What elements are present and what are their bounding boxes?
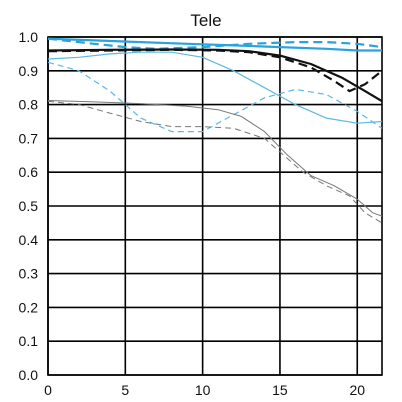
x-tick-label: 20 xyxy=(349,382,365,398)
grid xyxy=(47,36,383,376)
x-tick-label: 10 xyxy=(195,382,211,398)
series-line-6 xyxy=(47,61,383,133)
series-line-2 xyxy=(47,37,383,50)
y-tick-label: 0.8 xyxy=(19,97,39,113)
x-tick-label: 15 xyxy=(272,382,288,398)
x-tick-label: 0 xyxy=(44,382,52,398)
x-tick-labels: 0 5 10 15 20 xyxy=(44,382,365,398)
series-line-7 xyxy=(47,100,383,217)
y-tick-label: 0.4 xyxy=(19,232,39,248)
series-group xyxy=(47,37,383,224)
y-tick-label: 0.3 xyxy=(19,266,39,282)
series-line-8 xyxy=(47,100,383,224)
y-tick-label: 0.2 xyxy=(19,299,39,315)
y-tick-label: 0.5 xyxy=(19,198,39,214)
y-tick-label: 1.0 xyxy=(19,29,39,45)
y-tick-label: 0.6 xyxy=(19,164,39,180)
x-tick-label: 5 xyxy=(121,382,129,398)
y-tick-label: 0.9 xyxy=(19,63,39,79)
y-tick-label: 0.1 xyxy=(19,333,39,349)
plot-frame xyxy=(47,36,383,376)
y-tick-label: 0.7 xyxy=(19,130,39,146)
y-tick-label: 0.0 xyxy=(19,367,39,383)
chart-title: Tele xyxy=(190,11,221,30)
y-tick-labels: 0.0 0.1 0.2 0.3 0.4 0.5 0.6 0.7 0.8 0.9 1.0 xyxy=(19,29,39,383)
series-line-3 xyxy=(47,48,383,103)
series-line-5 xyxy=(47,51,383,124)
series-line-4 xyxy=(47,48,383,93)
